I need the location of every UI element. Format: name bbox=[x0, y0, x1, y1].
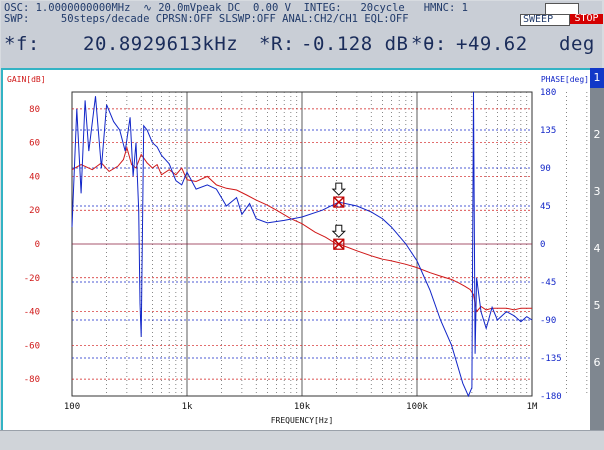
freq-label: *f: bbox=[4, 33, 40, 55]
y-left-tick-label: 80 bbox=[29, 105, 40, 115]
y-right-axis-label: PHASE[deg] bbox=[541, 75, 589, 84]
status-header: OSC: 1.0000000000MHz ∿ 20.0mVpeak DC 0.0… bbox=[1, 1, 603, 69]
trace-tab-5[interactable]: 5 bbox=[593, 299, 601, 312]
y-left-tick-label: -60 bbox=[24, 341, 40, 351]
phase-trace bbox=[71, 91, 533, 398]
gain-marker-arrow-icon bbox=[331, 224, 347, 238]
y-right-tick-label: -135 bbox=[540, 354, 562, 364]
trace-tab-1[interactable]: 1 bbox=[590, 68, 604, 88]
y-left-tick-label: -20 bbox=[24, 274, 40, 284]
osc-settings-line: OSC: 1.0000000000MHz ∿ 20.0mVpeak DC 0.0… bbox=[4, 2, 468, 14]
y-right-tick-label: 135 bbox=[540, 126, 556, 136]
freq-value: 20.8929613kHz bbox=[83, 33, 239, 55]
trace-tab-3[interactable]: 3 bbox=[593, 185, 601, 198]
y-right-tick-label: 180 bbox=[540, 88, 556, 98]
r-label: *R: bbox=[259, 33, 295, 55]
y-left-tick-label: -80 bbox=[24, 375, 40, 385]
phase-marker[interactable] bbox=[333, 196, 345, 208]
stop-badge[interactable]: STOP bbox=[570, 14, 603, 24]
bode-plot-panel: 100 1k 10k 100k 1M 80 60 40 20 0 -20 -40 -60 -80 180 13… bbox=[1, 68, 602, 432]
y-right-tick-label: 0 bbox=[540, 240, 545, 250]
gain-marker-cross bbox=[333, 238, 345, 250]
y-left-axis-label: GAIN[dB] bbox=[7, 75, 46, 84]
sweep-settings-line: SWP: 50steps/decade CPRSN:OFF SLSWP:OFF … bbox=[4, 13, 409, 25]
r-value: -0.128 dB bbox=[301, 33, 409, 55]
y-left-tick-label: 60 bbox=[29, 139, 40, 149]
x-tick-label: 100 bbox=[64, 402, 80, 412]
status-bar bbox=[0, 430, 604, 450]
y-right-tick-label: -45 bbox=[540, 278, 556, 288]
theta-value: +49.62 bbox=[456, 33, 528, 55]
y-right-tick-label: 45 bbox=[540, 202, 551, 212]
x-tick-label: 10k bbox=[294, 402, 311, 412]
y-right-tick-label: -180 bbox=[540, 392, 562, 402]
y-right-tick-label: -90 bbox=[540, 316, 556, 326]
theta-label: *θ: bbox=[411, 33, 447, 55]
x-axis-label: FREQUENCY[Hz] bbox=[271, 416, 334, 425]
y-right-tick-label: 90 bbox=[540, 164, 551, 174]
y-left-tick-label: 40 bbox=[29, 172, 40, 182]
y-left-tick-label: 20 bbox=[29, 206, 40, 216]
phase-marker-arrow-icon bbox=[331, 182, 347, 196]
trace-tab-6[interactable]: 6 bbox=[593, 356, 601, 369]
sweep-mode-box[interactable]: SWEEP bbox=[520, 14, 570, 26]
x-tick-label: 1k bbox=[182, 402, 193, 412]
trace-tab-2[interactable]: 2 bbox=[593, 128, 601, 141]
phase-marker-cross bbox=[333, 196, 345, 208]
trace-sidebar bbox=[590, 68, 604, 430]
y-left-tick-label: -40 bbox=[24, 308, 40, 318]
bode-chart: 100 1k 10k 100k 1M806040200-20-40-60-8018013… bbox=[7, 75, 602, 425]
trace-tab-4[interactable]: 4 bbox=[593, 242, 601, 255]
y-left-tick-label: 0 bbox=[35, 240, 40, 250]
gain-marker[interactable] bbox=[333, 238, 345, 250]
x-tick-label: 1M bbox=[527, 402, 538, 412]
theta-unit: deg bbox=[559, 33, 595, 55]
x-tick-label: 100k bbox=[406, 402, 428, 412]
